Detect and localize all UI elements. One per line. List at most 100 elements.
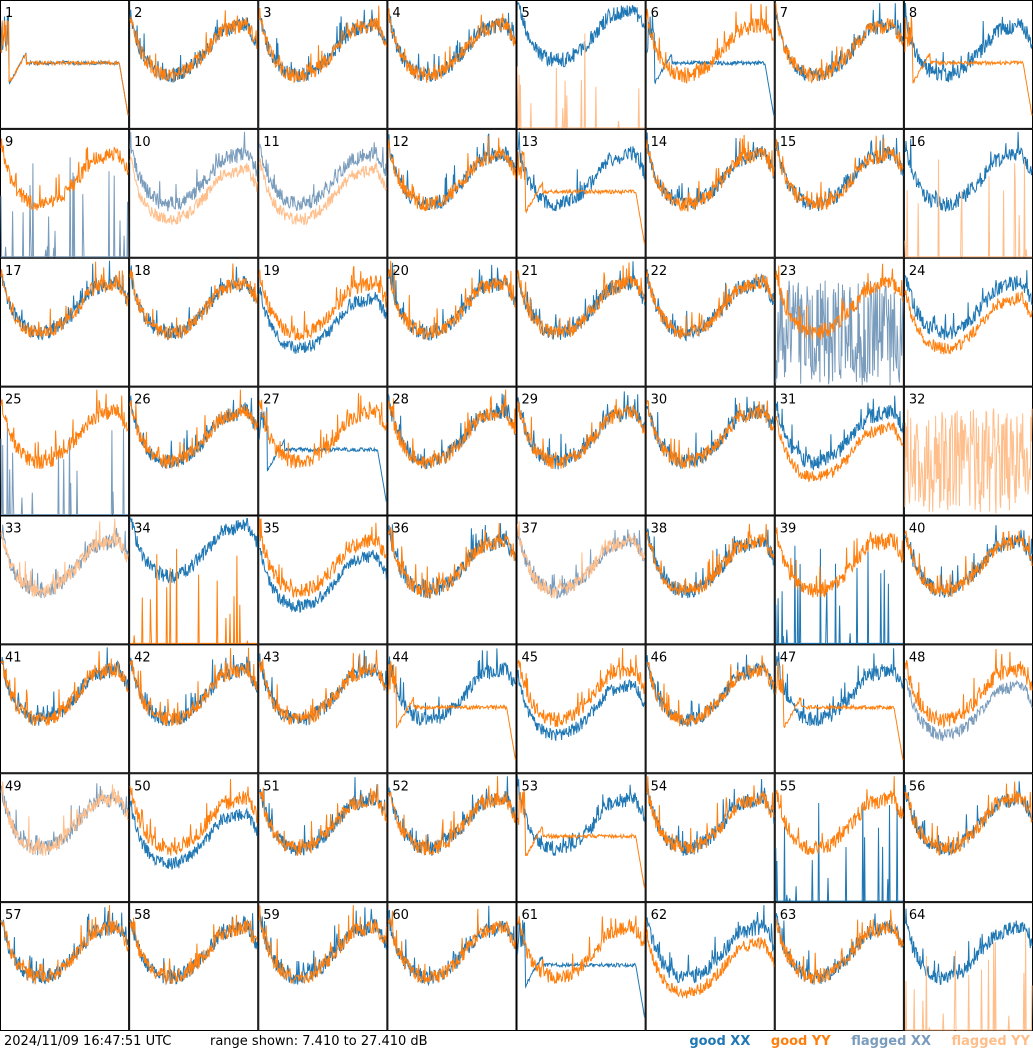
panel-label: 12	[392, 135, 409, 150]
good-xx-line	[775, 2, 904, 82]
panel-label: 8	[909, 6, 917, 21]
flagged-yy-line	[517, 33, 645, 129]
good-yy-line	[775, 776, 904, 855]
good-yy-line	[646, 929, 775, 999]
good-yy-line	[387, 8, 516, 83]
panel-label: 3	[263, 6, 271, 21]
good-yy-line	[904, 530, 1033, 597]
panel-1	[0, 0, 130, 129]
legend-flagged-xx: flagged XX	[851, 1034, 931, 1049]
panel-frame	[516, 773, 646, 903]
panel-label: 29	[522, 393, 539, 408]
panel-label: 20	[392, 264, 409, 279]
flagged-xx-line	[775, 280, 904, 386]
panel-label: 14	[651, 135, 668, 150]
panel-frame	[0, 0, 130, 129]
good-yy-line	[646, 776, 775, 855]
good-xx-line	[517, 776, 646, 856]
panel-label: 31	[780, 393, 797, 408]
panel-label: 55	[780, 779, 797, 794]
good-yy-line	[646, 134, 775, 213]
flagged-yy-line	[904, 158, 1032, 258]
good-yy-line	[0, 261, 129, 338]
panel-label: 50	[134, 779, 151, 794]
panel-label: 42	[134, 650, 151, 665]
panel-label: 17	[5, 264, 22, 279]
good-xx-line	[904, 2, 1033, 83]
flagged-yy-line	[129, 156, 258, 225]
good-yy-line	[775, 263, 904, 340]
good-xx-line	[775, 802, 903, 902]
good-yy-line	[517, 648, 646, 728]
flagged-yy-line	[0, 518, 129, 598]
good-xx-line	[775, 648, 904, 727]
good-yy-line	[387, 135, 516, 212]
panel-label: 30	[651, 393, 668, 408]
panel-label: 24	[909, 264, 926, 279]
legend: good XX good YY flagged XX flagged YY	[673, 1034, 1030, 1050]
panel-label: 36	[392, 522, 409, 537]
good-yy-line	[129, 10, 258, 82]
good-yy-line	[904, 648, 1033, 729]
good-xx-line	[387, 393, 516, 470]
good-yy-line	[775, 909, 904, 985]
flagged-xx-line	[129, 131, 258, 212]
panel-label: 6	[651, 6, 659, 21]
panel-frame	[903, 644, 1033, 774]
panel-label: 41	[5, 650, 22, 665]
good-xx-line	[517, 2, 646, 68]
panel-label: 64	[909, 908, 926, 923]
panel-label: 13	[522, 135, 539, 150]
panel-label: 2	[134, 6, 142, 21]
good-yy-line	[904, 781, 1033, 856]
flagged-xx-line	[0, 422, 129, 515]
good-yy-line	[258, 518, 387, 598]
legend-flagged-yy: flagged YY	[951, 1034, 1031, 1049]
panel-label: 21	[522, 264, 539, 279]
good-yy-line	[775, 661, 904, 760]
panel-label: 15	[780, 135, 797, 150]
good-yy-line	[258, 649, 387, 725]
good-yy-line	[517, 150, 646, 245]
good-xx-line	[258, 286, 387, 355]
panel-label: 52	[392, 779, 409, 794]
panel-label: 37	[522, 522, 539, 537]
panel-label: 7	[780, 6, 788, 21]
panel-label: 33	[5, 522, 22, 537]
flagged-yy-line	[258, 158, 387, 226]
panel-label: 26	[134, 393, 151, 408]
flagged-xx-line	[904, 677, 1033, 742]
panel-label: 62	[651, 908, 668, 923]
good-xx-line	[775, 395, 904, 471]
panel-label: 9	[5, 135, 13, 150]
flagged-yy-line	[904, 408, 1033, 514]
good-xx-line	[775, 545, 903, 644]
flagged-xx-line	[0, 157, 129, 258]
panel-label: 49	[5, 779, 22, 794]
good-yy-line	[775, 135, 904, 211]
panel-label: 27	[263, 393, 280, 408]
good-yy-line	[129, 778, 258, 856]
footer: 2024/11/09 16:47:51 UTC range shown: 7.4…	[0, 1031, 1033, 1053]
good-xx-line	[387, 12, 516, 82]
panel-label: 10	[134, 135, 151, 150]
flagged-yy-line	[0, 781, 129, 856]
panel-label: 18	[134, 264, 151, 279]
flagged-yy-line	[904, 931, 1033, 1031]
good-yy-line	[517, 262, 646, 339]
good-xx-line	[129, 800, 258, 870]
timestamp: 2024/11/09 16:47:51 UTC	[4, 1034, 172, 1049]
good-yy-line	[0, 651, 129, 727]
panel-label: 38	[651, 522, 668, 537]
panel-label: 56	[909, 779, 926, 794]
range-text: range shown: 7.410 to 27.410 dB	[210, 1034, 428, 1049]
good-yy-line	[129, 389, 258, 469]
panel-label: 32	[909, 393, 926, 408]
good-yy-line	[258, 905, 387, 985]
good-yy-line	[904, 289, 1033, 355]
good-yy-line	[646, 655, 775, 728]
good-yy-line	[0, 138, 129, 211]
good-yy-line	[129, 263, 258, 340]
flagged-xx-line	[258, 142, 387, 211]
